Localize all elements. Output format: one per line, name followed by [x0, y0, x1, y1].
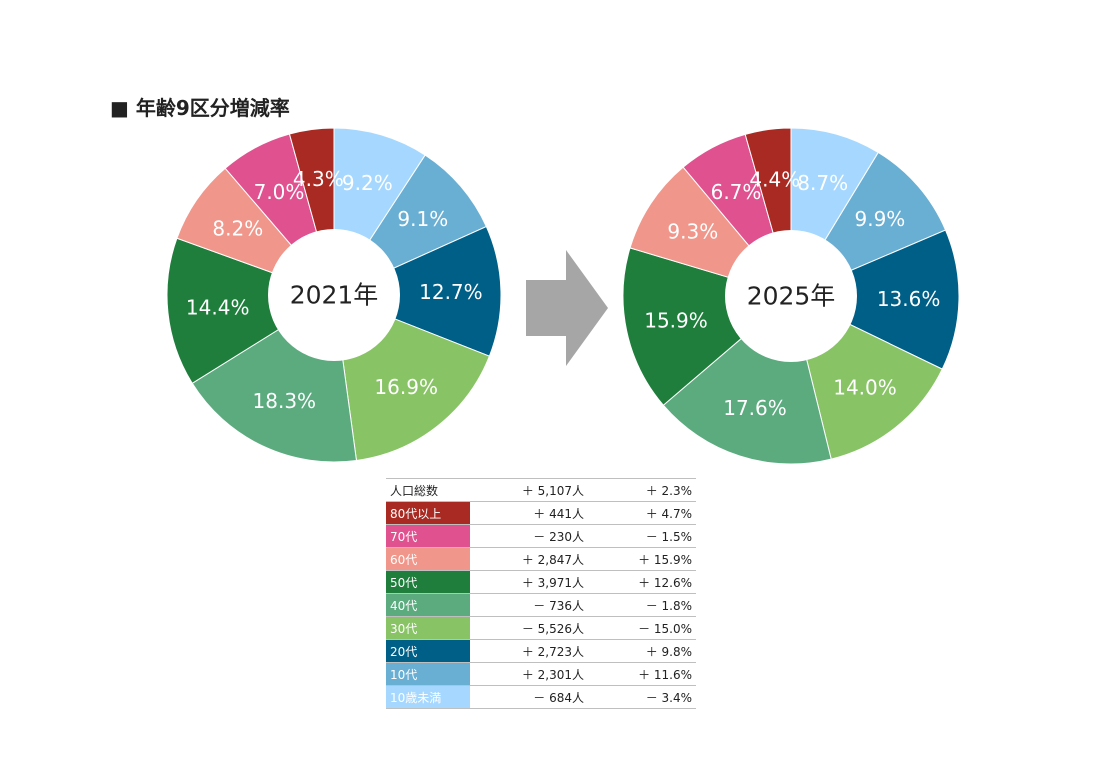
row-rate: － 1.5% — [588, 524, 696, 548]
row-label: 70代 — [386, 524, 470, 548]
summary-row: 70代－ 230人－ 1.5% — [386, 524, 696, 548]
row-rate: ＋ 4.7% — [588, 501, 696, 525]
donut-charts: 9.2%9.1% 12.7% 16.9% 18.3% 14.4% 8.2% 7.0%4.3%… — [166, 127, 960, 465]
row-label: 40代 — [386, 593, 470, 617]
change-summary-table: 人口総数 ＋ 5,107人 ＋ 2.3% 80代以上＋ 441人＋ 4.7% 7… — [386, 478, 696, 709]
summary-row: 80代以上＋ 441人＋ 4.7% — [386, 501, 696, 525]
row-label: 10代 — [386, 662, 470, 686]
slice-label: 9.1% — [397, 207, 448, 231]
donut-slice — [789, 229, 960, 370]
slice-label: 9.3% — [667, 219, 718, 243]
row-change: ＋ 2,847人 — [470, 547, 588, 571]
slice-label: 16.9% — [374, 375, 438, 399]
summary-total-row: 人口総数 ＋ 5,107人 ＋ 2.3% — [386, 478, 696, 502]
center-year-label: 2021年 — [290, 281, 379, 310]
slice-label: 4.4% — [749, 168, 800, 192]
total-change: ＋ 5,107人 — [470, 478, 588, 502]
row-change: ＋ 441人 — [470, 501, 588, 525]
row-rate: － 3.4% — [588, 685, 696, 709]
donut-2025: 8.7%9.9% 13.6% 14.0% 17.6% 15.9% 9.3% 6.7%4.4%… — [622, 127, 960, 465]
summary-row: 40代－ 736人－ 1.8% — [386, 593, 696, 617]
slice-label: 6.7% — [711, 180, 762, 204]
row-change: ＋ 2,301人 — [470, 662, 588, 686]
donut-2021: 9.2%9.1% 12.7% 16.9% 18.3% 14.4% 8.2% 7.0%4.3%… — [166, 127, 502, 463]
right-arrow-icon — [526, 250, 608, 366]
slice-label: 14.0% — [833, 375, 897, 399]
row-change: － 736人 — [470, 593, 588, 617]
row-change: － 5,526人 — [470, 616, 588, 640]
donut-slice — [166, 237, 336, 384]
slice-label: 9.9% — [854, 207, 905, 231]
row-label: 20代 — [386, 639, 470, 663]
slice-label: 8.2% — [212, 217, 263, 241]
slice-label: 13.6% — [877, 287, 941, 311]
row-label: 60代 — [386, 547, 470, 571]
slice-label: 4.3% — [293, 167, 344, 191]
summary-row: 50代＋ 3,971人＋ 12.6% — [386, 570, 696, 594]
row-rate: ＋ 9.8% — [588, 639, 696, 663]
slice-label: 9.2% — [342, 171, 393, 195]
chart-title: ■ 年齢9区分増減率 — [110, 96, 290, 120]
slice-label: 15.9% — [644, 308, 708, 332]
donut-hole — [725, 230, 857, 362]
row-rate: ＋ 12.6% — [588, 570, 696, 594]
row-rate: － 15.0% — [588, 616, 696, 640]
row-change: － 684人 — [470, 685, 588, 709]
row-label: 10歳未満 — [386, 685, 470, 709]
row-change: － 230人 — [470, 524, 588, 548]
center-year-label: 2025年 — [747, 282, 836, 311]
slice-label: 17.6% — [723, 396, 787, 420]
slice-label: 7.0% — [254, 180, 305, 204]
slice-label: 12.7% — [419, 280, 483, 304]
slice-label: 18.3% — [253, 389, 317, 413]
total-rate: ＋ 2.3% — [588, 478, 696, 502]
donut-slice — [332, 225, 502, 357]
row-change: ＋ 2,723人 — [470, 639, 588, 663]
slice-label: 8.7% — [797, 171, 848, 195]
row-label: 30代 — [386, 616, 470, 640]
row-rate: － 1.8% — [588, 593, 696, 617]
slice-label: 14.4% — [186, 295, 250, 319]
row-label: 50代 — [386, 570, 470, 594]
total-label: 人口総数 — [386, 478, 470, 502]
row-rate: ＋ 11.6% — [588, 662, 696, 686]
row-rate: ＋ 15.9% — [588, 547, 696, 571]
row-label: 80代以上 — [386, 501, 470, 525]
row-change: ＋ 3,971人 — [470, 570, 588, 594]
summary-row: 10歳未満－ 684人－ 3.4% — [386, 685, 696, 709]
summary-row: 20代＋ 2,723人＋ 9.8% — [386, 639, 696, 663]
summary-row: 60代＋ 2,847人＋ 15.9% — [386, 547, 696, 571]
summary-row: 30代－ 5,526人－ 15.0% — [386, 616, 696, 640]
summary-row: 10代＋ 2,301人＋ 11.6% — [386, 662, 696, 686]
donut-hole — [268, 229, 400, 361]
